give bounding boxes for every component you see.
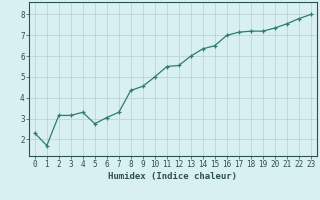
X-axis label: Humidex (Indice chaleur): Humidex (Indice chaleur) [108,172,237,181]
